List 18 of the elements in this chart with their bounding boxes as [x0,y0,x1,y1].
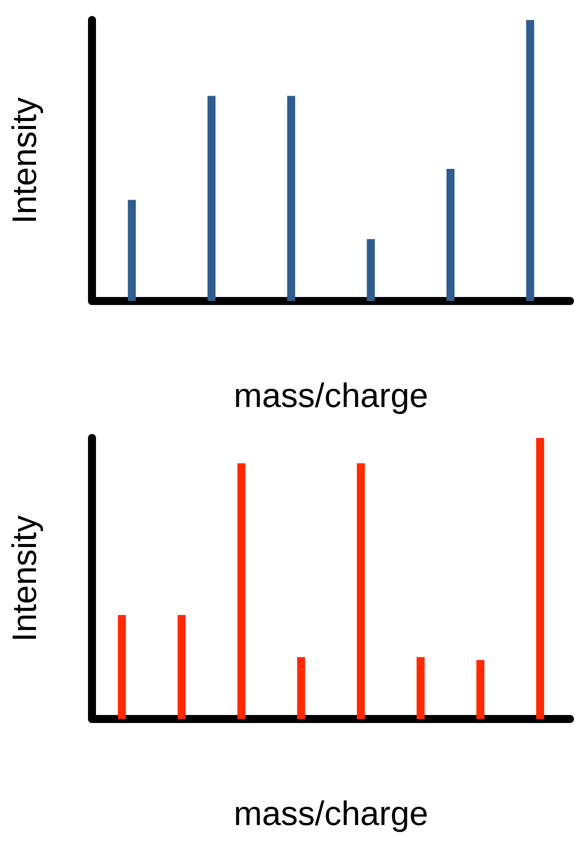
y-axis-title: Intensity [6,515,44,642]
x-axis-title: mass/charge [234,377,428,415]
bar [366,239,375,301]
bar [536,438,544,719]
bar [446,168,454,301]
bar [297,657,306,719]
bar [118,615,126,719]
bar [128,200,136,301]
bar [526,20,534,301]
bar [178,615,186,719]
bar [287,96,296,301]
bar [237,463,246,719]
bar [416,657,425,719]
bar [208,96,216,301]
bar [356,463,365,719]
bar [476,660,484,719]
y-axis-title: Intensity [6,97,44,224]
x-axis-title: mass/charge [234,795,428,833]
